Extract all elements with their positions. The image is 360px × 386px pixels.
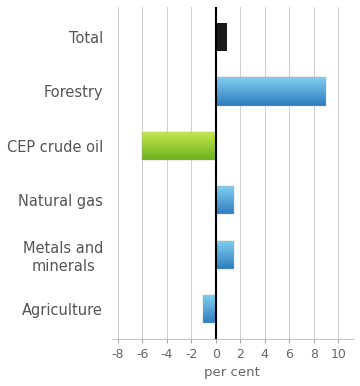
Bar: [216, 77, 326, 105]
Bar: [216, 186, 234, 215]
Bar: [203, 295, 216, 323]
Bar: [216, 240, 234, 269]
X-axis label: per cent: per cent: [204, 366, 260, 379]
Bar: [216, 23, 227, 51]
Bar: [142, 132, 216, 160]
